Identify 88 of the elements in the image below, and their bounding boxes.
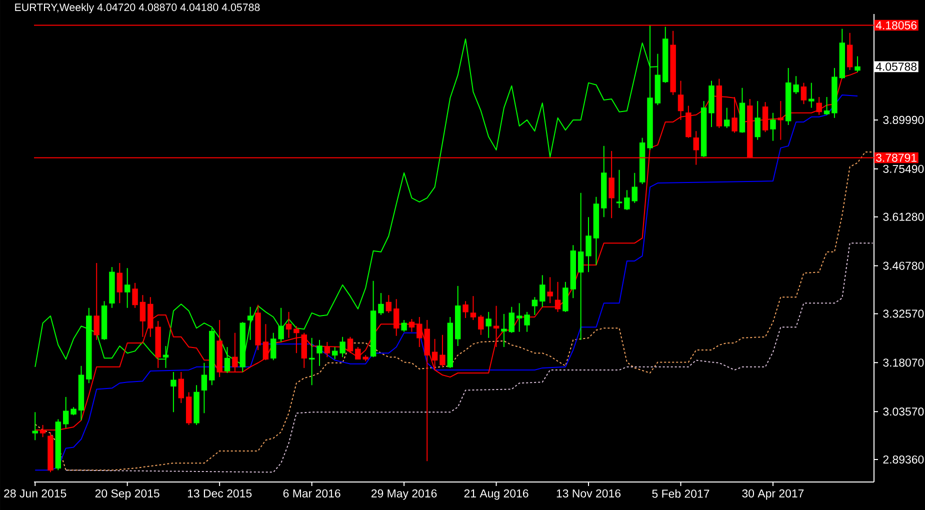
x-tick-label: 13 Nov 2016 xyxy=(556,489,621,498)
ref-line-label: 4.18056 xyxy=(876,21,917,30)
candlestick xyxy=(486,311,492,338)
candlestick xyxy=(270,332,276,361)
line-series xyxy=(34,94,858,471)
candlestick xyxy=(247,306,254,340)
candlestick xyxy=(493,305,500,348)
candlestick xyxy=(854,56,860,73)
x-tick-label: 5 Feb 2017 xyxy=(652,489,710,498)
y-tick-label: 3.32570 xyxy=(883,310,924,318)
candlestick xyxy=(262,324,269,361)
candlestick xyxy=(754,100,760,140)
candlestick xyxy=(800,82,807,105)
candlestick xyxy=(478,314,484,336)
y-tick-label: 3.75490 xyxy=(883,164,924,173)
candlestick xyxy=(793,76,799,94)
candlestick xyxy=(301,332,307,368)
candlestick xyxy=(846,32,853,71)
candlestick xyxy=(724,107,730,129)
candlestick xyxy=(124,268,130,308)
candlestick xyxy=(547,276,553,304)
candlestick xyxy=(340,336,346,358)
candlestick xyxy=(778,100,784,140)
candlestick xyxy=(408,318,415,332)
candlestick xyxy=(770,112,776,142)
candlestick xyxy=(616,169,622,209)
candlestick xyxy=(732,96,738,134)
candlestick xyxy=(332,346,338,360)
candlestick xyxy=(232,332,238,372)
candlestick xyxy=(347,336,354,354)
candlestick xyxy=(94,262,100,340)
candlestick xyxy=(762,102,768,133)
text: 4.05788 xyxy=(876,62,917,71)
candlestick xyxy=(316,339,322,366)
x-tick-label: 21 Aug 2016 xyxy=(464,489,528,500)
candlestick xyxy=(440,334,446,368)
candlestick xyxy=(516,302,522,332)
y-tick-label: 3.61280 xyxy=(883,212,924,221)
candlestick xyxy=(132,282,138,308)
candlestick xyxy=(470,296,476,321)
candlestick xyxy=(824,96,830,116)
candlestick xyxy=(170,371,176,413)
candlestick xyxy=(32,412,38,441)
candlestick xyxy=(432,338,438,370)
candlestick xyxy=(355,346,361,360)
x-tick-label: 30 Apr 2017 xyxy=(742,489,804,500)
candlestick xyxy=(624,190,630,211)
x-tick-label: 20 Sep 2015 xyxy=(95,489,160,500)
candlestick xyxy=(294,326,300,354)
y-tick-label: 3.89990 xyxy=(883,116,924,124)
candlestick xyxy=(62,396,69,428)
candlestick xyxy=(378,292,384,316)
candlestick xyxy=(540,274,546,308)
x-tick-label: 29 May 2016 xyxy=(371,489,437,500)
chart-title: EURTRY,Weekly 4.04720 4.08870 4.04180 4.05788 xyxy=(15,3,260,14)
candlestick xyxy=(508,306,515,334)
candlestick xyxy=(524,311,530,332)
candlestick xyxy=(286,311,292,338)
candlestick xyxy=(462,300,468,318)
candlestick xyxy=(401,320,407,332)
candlestick xyxy=(116,262,123,304)
y-tick-label: 3.46780 xyxy=(883,262,924,270)
candlestick xyxy=(386,294,392,314)
candlestick xyxy=(501,313,507,348)
candlestick xyxy=(562,281,568,312)
candlestick xyxy=(808,82,814,108)
ref-line-label: 3.78791 xyxy=(876,154,916,162)
x-tick-label: 13 Dec 2015 xyxy=(188,489,252,498)
candlestick xyxy=(324,341,330,358)
y-tick-label: 3.18070 xyxy=(883,358,924,367)
candlestick xyxy=(678,80,684,120)
candlestick xyxy=(632,172,638,204)
x-tick-label: 28 Jun 2015 xyxy=(4,489,66,498)
candlestick xyxy=(532,296,538,316)
candlestick xyxy=(393,298,400,336)
candlestick xyxy=(554,281,561,312)
x-tick-label: 6 Mar 2016 xyxy=(283,489,340,498)
y-tick-label: 2.89360 xyxy=(883,455,924,464)
candlestick xyxy=(816,96,822,116)
candlestick xyxy=(140,294,146,338)
candlestick xyxy=(178,371,184,404)
candlestick xyxy=(586,216,592,273)
y-tick-label: 3.03570 xyxy=(883,408,924,416)
candlestick xyxy=(278,307,284,342)
candlestick xyxy=(686,105,692,138)
candlestick xyxy=(201,362,208,414)
candlestick xyxy=(578,192,584,340)
line-series xyxy=(65,242,874,473)
